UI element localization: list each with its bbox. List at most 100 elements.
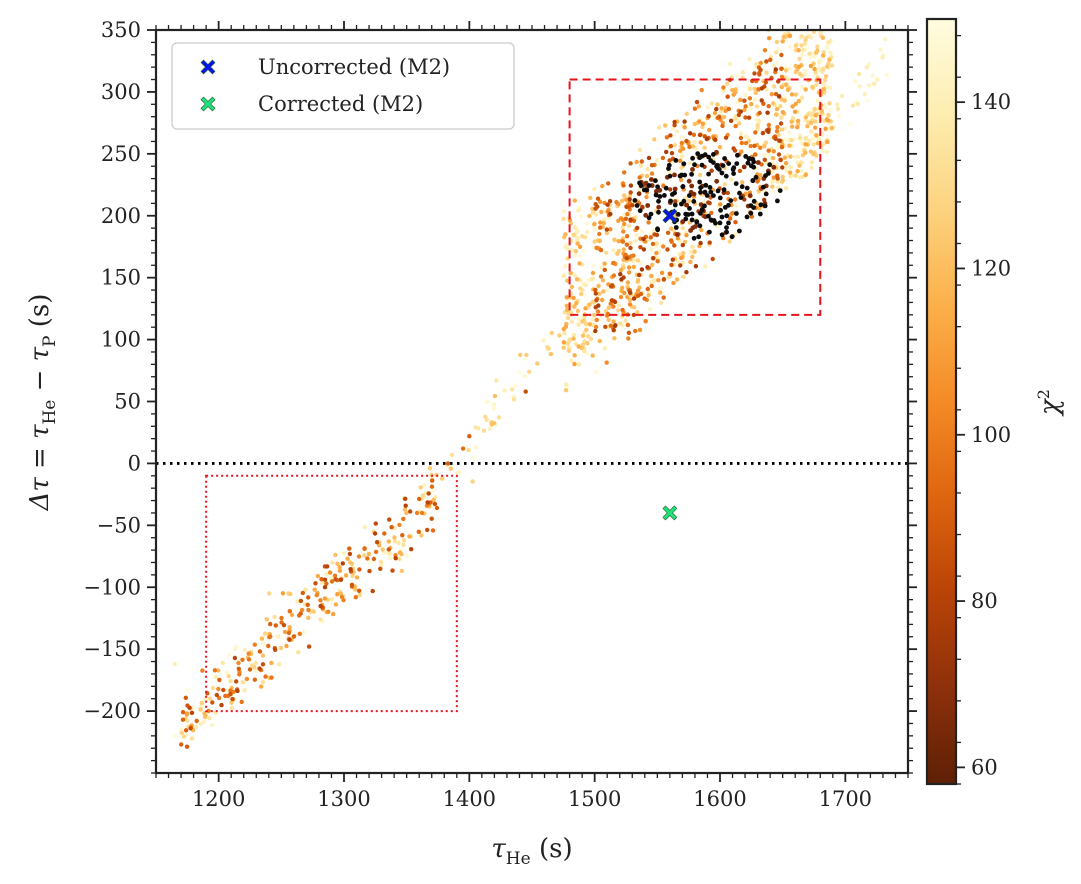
scatter-point [815, 98, 820, 104]
scatter-point [771, 84, 777, 89]
scatter-point [824, 64, 830, 69]
scatter-point [278, 645, 284, 651]
scatter-point [430, 528, 436, 533]
scatter-point [649, 273, 654, 279]
scatter-point [487, 426, 493, 431]
scatter-point [721, 114, 727, 120]
scatter-point [382, 531, 387, 536]
scatter-point [715, 102, 720, 107]
scatter-point [590, 317, 596, 322]
scatter-point [671, 280, 676, 286]
scatter-point [822, 102, 827, 108]
scatter-point [737, 228, 742, 234]
scatter-point [620, 225, 625, 230]
scatter-point [449, 452, 455, 458]
scatter-point [594, 369, 599, 375]
scatter-point [626, 330, 632, 335]
scatter-point [575, 308, 581, 314]
scatter-point [827, 10, 831, 14]
scatter-point [812, 66, 817, 72]
scatter-point [618, 294, 624, 300]
scatter-point [596, 283, 601, 289]
scatter-point [366, 551, 372, 557]
scatter-point [799, 169, 805, 174]
scatter-point [590, 353, 595, 358]
scatter-point [667, 158, 672, 163]
scatter-point [416, 529, 421, 534]
scatter-point [627, 297, 633, 303]
scatter-point [883, 37, 888, 42]
scatter-point [367, 568, 372, 574]
scatter-point [674, 129, 680, 134]
scatter-point [779, 115, 784, 120]
scatter-point [561, 209, 566, 214]
scatter-point [268, 621, 273, 627]
scatter-point [755, 160, 761, 165]
scatter-point [711, 152, 716, 157]
scatter-point [590, 299, 595, 305]
scatter-point [693, 264, 699, 269]
scatter-point [226, 674, 231, 679]
scatter-point [242, 688, 247, 693]
scatter-point [425, 500, 430, 505]
scatter-point [668, 133, 673, 138]
scatter-point [705, 105, 710, 110]
colorbar: 60 80 100 120 140 χ2 [925, 17, 1065, 786]
scatter-point [583, 321, 588, 326]
scatter-point [573, 249, 579, 254]
colorbar-tick-label: 140 [971, 90, 1011, 114]
scatter-point [259, 684, 264, 689]
scatter-point [803, 2, 807, 6]
scatter-point [217, 677, 222, 683]
scatter-point [252, 664, 257, 670]
scatter-point [751, 198, 757, 204]
scatter-point [672, 142, 678, 148]
scatter-point [744, 134, 749, 139]
scatter-point [221, 687, 226, 693]
scatter-point [724, 81, 730, 87]
scatter-point [269, 675, 274, 680]
scatter-point [474, 445, 479, 450]
scatter-point [776, 145, 781, 150]
scatter-point [185, 687, 190, 693]
scatter-point [661, 277, 667, 282]
scatter-point [712, 110, 718, 116]
scatter-point [635, 278, 641, 283]
scatter-point [628, 183, 634, 188]
scatter-point [800, 52, 805, 57]
scatter-point [779, 127, 785, 132]
scatter-point [733, 203, 739, 209]
scatter-point [703, 182, 709, 188]
scatter-point [571, 332, 577, 338]
scatter-point [397, 550, 403, 555]
scatter-point [815, 141, 820, 146]
scatter-point [780, 39, 785, 44]
scatter-point [745, 160, 751, 166]
scatter-point [722, 182, 727, 187]
scatter-point [608, 227, 613, 232]
legend-marker-uncorrected [200, 59, 216, 75]
scatter-point [524, 352, 529, 358]
scatter-point [242, 647, 247, 653]
scatter-point [657, 194, 663, 199]
scatter-point [637, 272, 642, 278]
scatter-point [770, 155, 776, 161]
scatter-point [688, 249, 693, 255]
scatter-point [592, 186, 597, 192]
scatter-point [404, 553, 410, 558]
scatter-point [747, 193, 753, 199]
scatter-point [835, 106, 841, 112]
scatter-point [803, 136, 808, 142]
scatter-point [549, 330, 554, 336]
scatter-point [338, 577, 344, 582]
scatter-point [796, 64, 802, 70]
scatter-point [637, 187, 642, 193]
scatter-point [303, 587, 308, 592]
scatter-point [690, 225, 696, 231]
scatter-point [765, 110, 770, 115]
scatter-point [635, 258, 640, 263]
scatter-point [569, 358, 574, 363]
scatter-point [608, 211, 613, 217]
scatter-point [802, 68, 808, 73]
scatter-point [638, 163, 644, 168]
